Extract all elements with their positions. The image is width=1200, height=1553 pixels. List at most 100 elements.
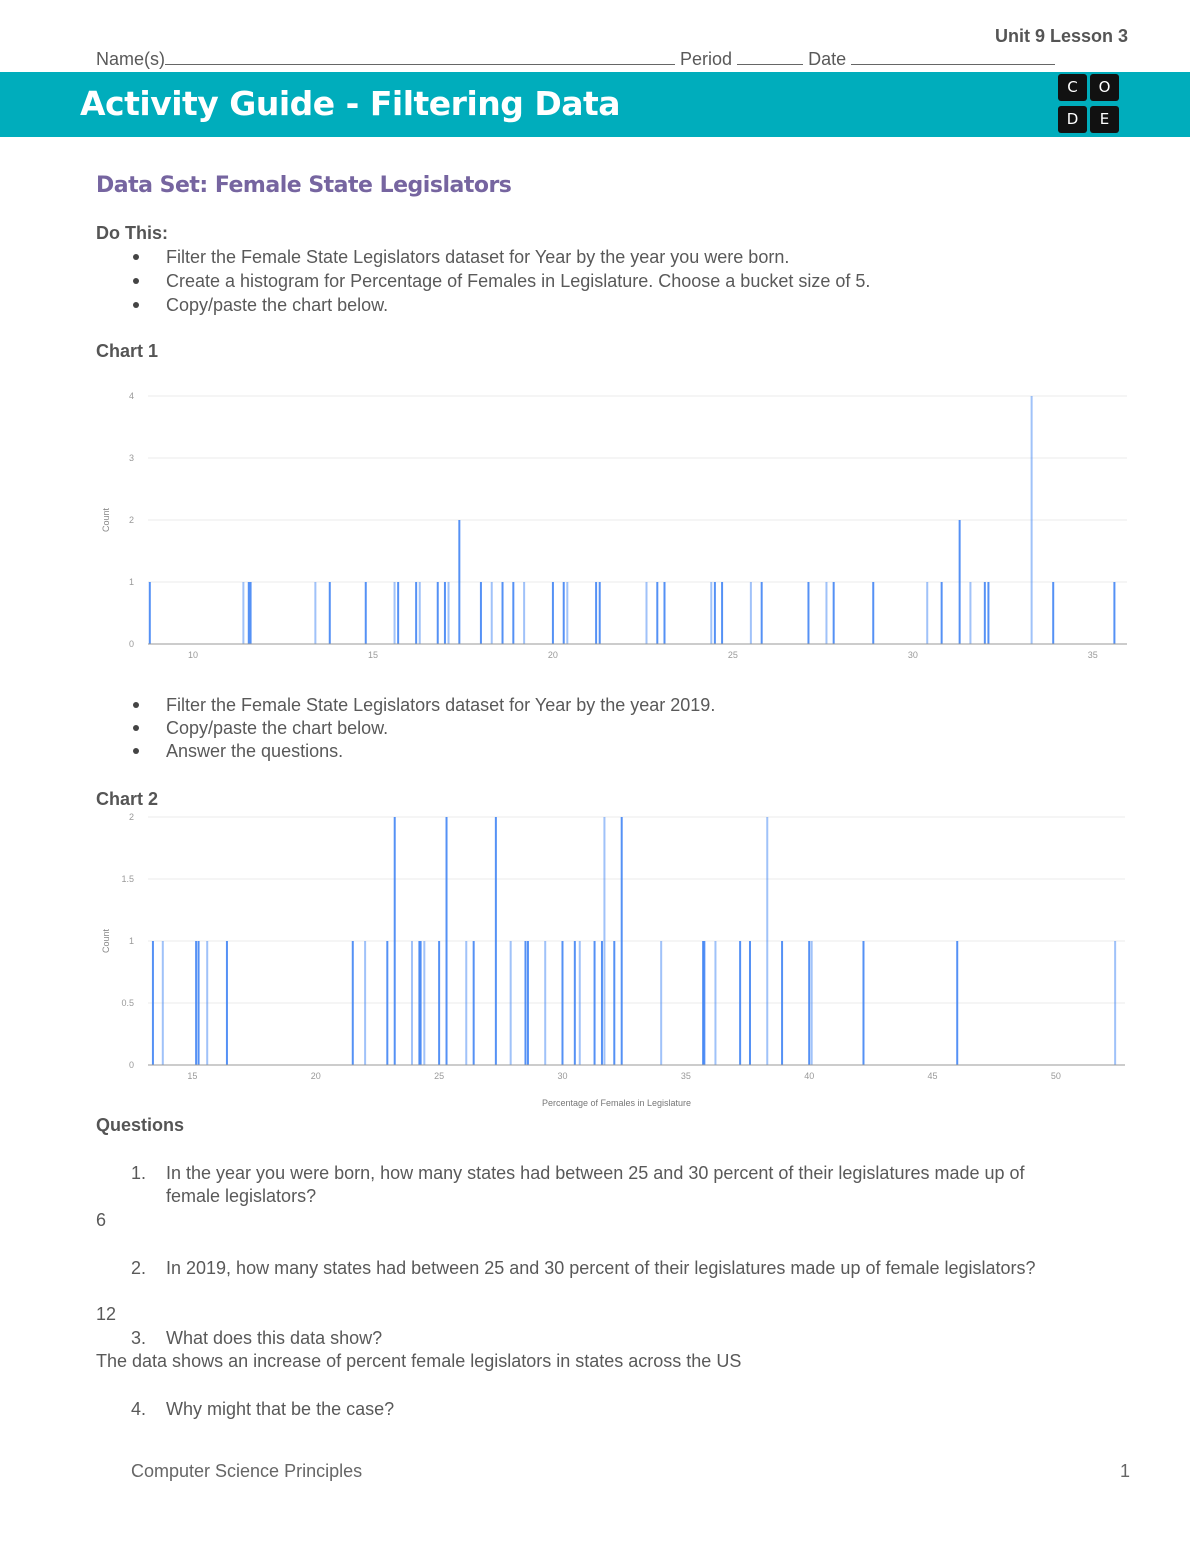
histogram-bar — [958, 520, 961, 644]
question-1-cont: female legislators? — [166, 1186, 317, 1206]
histogram-bar — [419, 941, 422, 1065]
bullet-icon — [133, 725, 139, 731]
question-number: 1. — [131, 1163, 147, 1183]
histogram-bar — [598, 582, 601, 644]
answer-1[interactable]: 6 — [96, 1210, 107, 1230]
histogram-bar — [364, 941, 367, 1065]
answer-2[interactable]: 12 — [96, 1304, 117, 1324]
date-field[interactable] — [851, 48, 1056, 65]
histogram-bar — [721, 582, 724, 644]
x-tick-label: 15 — [187, 1071, 197, 1081]
histogram-bar — [1052, 582, 1055, 644]
histogram-bar — [956, 941, 959, 1065]
histogram-bar — [445, 817, 448, 1065]
logo-letter: O — [1090, 74, 1119, 101]
histogram-bar — [749, 582, 752, 644]
histogram-bar — [595, 582, 598, 644]
histogram-bar — [808, 941, 811, 1065]
histogram-bar — [739, 941, 742, 1065]
histogram-bar — [418, 941, 421, 1065]
histogram-bar — [443, 582, 446, 644]
chart1-label: Chart 1 — [96, 341, 159, 361]
histogram-bar — [479, 582, 482, 644]
y-tick-label: 2 — [129, 515, 134, 525]
instruction: Copy/paste the chart below. — [166, 295, 389, 315]
footer-course: Computer Science Principles — [131, 1461, 363, 1481]
question-4: Why might that be the case? — [166, 1399, 395, 1419]
name-period-date-line: Name(s) Period Date — [96, 48, 1056, 70]
dataset-title: Data Set: Female State Legislators — [96, 173, 512, 198]
bullet-icon — [133, 278, 139, 284]
histogram-bar — [526, 941, 529, 1065]
chart-1-histogram: 0 1 2 3 4 10 15 20 25 30 35 Count — [101, 391, 1127, 660]
histogram-bar — [512, 582, 515, 644]
x-tick-label: 50 — [1051, 1071, 1061, 1081]
x-tick-label: 30 — [908, 650, 918, 660]
unit-lesson-label: Unit 9 Lesson 3 — [994, 26, 1128, 46]
x-tick-label: 25 — [434, 1071, 444, 1081]
y-axis-label: Count — [101, 508, 111, 533]
histogram-bar — [393, 582, 396, 644]
y-axis-label: Count — [101, 929, 111, 954]
histogram-bar — [613, 941, 616, 1065]
histogram-bar — [940, 582, 943, 644]
x-tick-label: 10 — [188, 650, 198, 660]
histogram-bar — [620, 817, 623, 1065]
page-title: Activity Guide - Filtering Data — [80, 84, 621, 123]
histogram-bar — [458, 520, 461, 644]
histogram-bar — [760, 582, 763, 644]
answer-3[interactable]: The data shows an increase of percent fe… — [96, 1351, 742, 1371]
question-3: What does this data show? — [166, 1328, 383, 1348]
x-tick-label: 15 — [368, 650, 378, 660]
histogram-bar — [566, 582, 569, 644]
do-this-label: Do This: — [96, 223, 168, 243]
bullet-icon — [133, 302, 139, 308]
histogram-bar — [748, 941, 751, 1065]
questions-label: Questions — [96, 1115, 185, 1135]
histogram-bar — [766, 817, 769, 1065]
histogram-bar — [465, 941, 468, 1065]
x-tick-label: 25 — [728, 650, 738, 660]
histogram-bar — [573, 941, 576, 1065]
period-label: Period — [680, 49, 733, 69]
histogram-bar — [197, 941, 200, 1065]
histogram-bar — [1113, 582, 1116, 644]
histogram-bar — [703, 941, 706, 1065]
histogram-bar — [807, 582, 810, 644]
y-tick-label: 0 — [129, 639, 134, 649]
histogram-bar — [810, 941, 813, 1065]
period-field[interactable] — [737, 48, 804, 65]
histogram-bar — [1030, 396, 1033, 644]
histogram-bar — [242, 582, 245, 644]
histogram-bar — [702, 941, 705, 1065]
histogram-bar — [987, 582, 990, 644]
histogram-bar — [423, 941, 426, 1065]
y-tick-label: 2 — [129, 812, 134, 822]
histogram-bar — [418, 582, 421, 644]
logo-letter: E — [1090, 106, 1119, 133]
logo-letter: C — [1058, 74, 1087, 101]
y-tick-label: 0.5 — [121, 998, 134, 1008]
histogram-bar — [393, 817, 396, 1065]
question-1: In the year you were born, how many stat… — [166, 1163, 1025, 1183]
histogram-bar — [415, 582, 418, 644]
y-tick-label: 4 — [129, 391, 134, 401]
instruction: Create a histogram for Percentage of Fem… — [166, 271, 871, 291]
histogram-bar — [713, 582, 716, 644]
histogram-bar — [862, 941, 865, 1065]
histogram-bar — [501, 582, 504, 644]
x-tick-label: 45 — [928, 1071, 938, 1081]
histogram-bar — [562, 582, 565, 644]
instruction: Answer the questions. — [166, 741, 344, 761]
bullet-icon — [133, 254, 139, 260]
histogram-bar — [494, 817, 497, 1065]
histogram-bar — [524, 941, 527, 1065]
y-tick-label: 1 — [129, 577, 134, 587]
name-field[interactable] — [165, 48, 676, 65]
histogram-bar — [386, 941, 389, 1065]
histogram-bar — [969, 582, 972, 644]
histogram-bar — [364, 582, 367, 644]
histogram-bar — [447, 582, 450, 644]
histogram-bar — [551, 582, 554, 644]
histogram-bar — [832, 582, 835, 644]
